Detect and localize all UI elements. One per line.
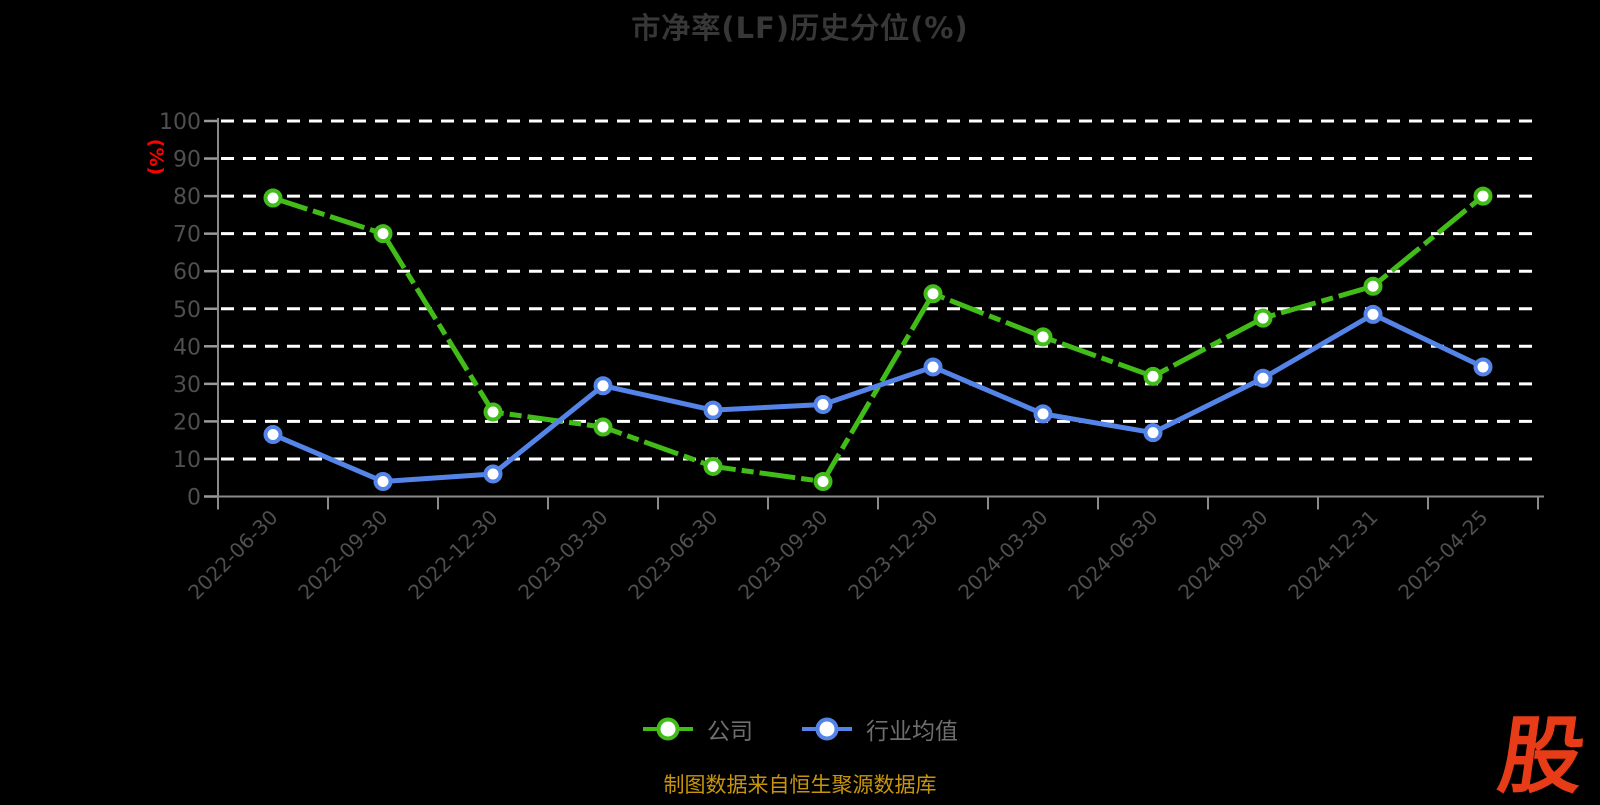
data-point-0[interactable] [1033,327,1053,347]
y-axis-label: 40 [173,335,201,360]
x-axis-label: 2023-12-30 [843,505,942,604]
legend-label-company: 公司 [707,719,753,745]
x-axis-label: 2024-09-30 [1173,505,1272,604]
data-point-1[interactable] [703,400,723,420]
data-point-1[interactable] [1253,368,1273,388]
x-axis-label: 2025-04-25 [1393,505,1492,604]
x-axis-label: 2022-12-30 [403,505,502,604]
x-axis-label: 2022-09-30 [293,505,392,604]
legend: 公司 行业均值 [0,712,1600,746]
data-point-0[interactable] [1143,366,1163,386]
legend-circle [815,717,839,741]
x-axis-label: 2023-09-30 [733,505,832,604]
data-point-1[interactable] [593,376,613,396]
legend-line-marker-icon [643,717,693,741]
legend-label-industry-average: 行业均值 [866,719,958,745]
y-axis-label: 80 [173,185,201,210]
data-point-0[interactable] [923,284,943,304]
data-point-1[interactable] [923,357,943,377]
series-line-1 [272,311,1485,484]
y-axis-label: 20 [173,410,201,435]
x-axis-label: 2022-06-30 [183,505,282,604]
data-point-1[interactable] [1143,423,1163,443]
legend-item-company[interactable]: 公司 [642,712,753,746]
data-point-1[interactable] [813,395,833,415]
data-point-1[interactable] [1363,304,1383,324]
y-axis-label: 0 [187,486,201,511]
brand-logo: 股 [1493,707,1591,805]
x-axis-label: 2024-12-31 [1283,505,1382,604]
legend-circle [656,717,680,741]
y-axis-label: 60 [173,260,201,285]
data-point-0[interactable] [593,417,613,437]
data-point-1[interactable] [483,464,503,484]
data-point-1[interactable] [263,425,283,445]
chart-title: 市净率(LF)历史分位(%) [631,11,969,45]
data-point-0[interactable] [263,188,283,208]
y-axis-label: 100 [159,110,201,135]
data-point-0[interactable] [813,471,833,491]
data-point-0[interactable] [483,402,503,422]
legend-item-industry-average[interactable]: 行业均值 [801,712,958,746]
series-line-0 [272,194,1485,484]
x-axis-label: 2024-06-30 [1063,505,1162,604]
data-source-note: 制图数据来自恒生聚源数据库 [663,773,937,797]
y-axis-label: 10 [173,448,201,473]
y-axis-label: 90 [173,148,201,173]
x-axis-label: 2023-03-30 [513,505,612,604]
y-axis-label: 50 [173,298,201,323]
legend-line-marker-icon [802,717,852,741]
data-point-1[interactable] [373,471,393,491]
data-point-0[interactable] [373,224,393,244]
data-point-0[interactable] [1253,308,1273,328]
data-point-1[interactable] [1033,404,1053,424]
x-axis-label: 2023-06-30 [623,505,722,604]
y-axis-label: 70 [173,223,201,248]
data-point-0[interactable] [1363,276,1383,296]
y-axis-label: 30 [173,373,201,398]
data-point-1[interactable] [1473,357,1493,377]
data-point-0[interactable] [703,456,723,476]
data-point-0[interactable] [1473,186,1493,206]
x-axis-label: 2024-03-30 [953,505,1052,604]
